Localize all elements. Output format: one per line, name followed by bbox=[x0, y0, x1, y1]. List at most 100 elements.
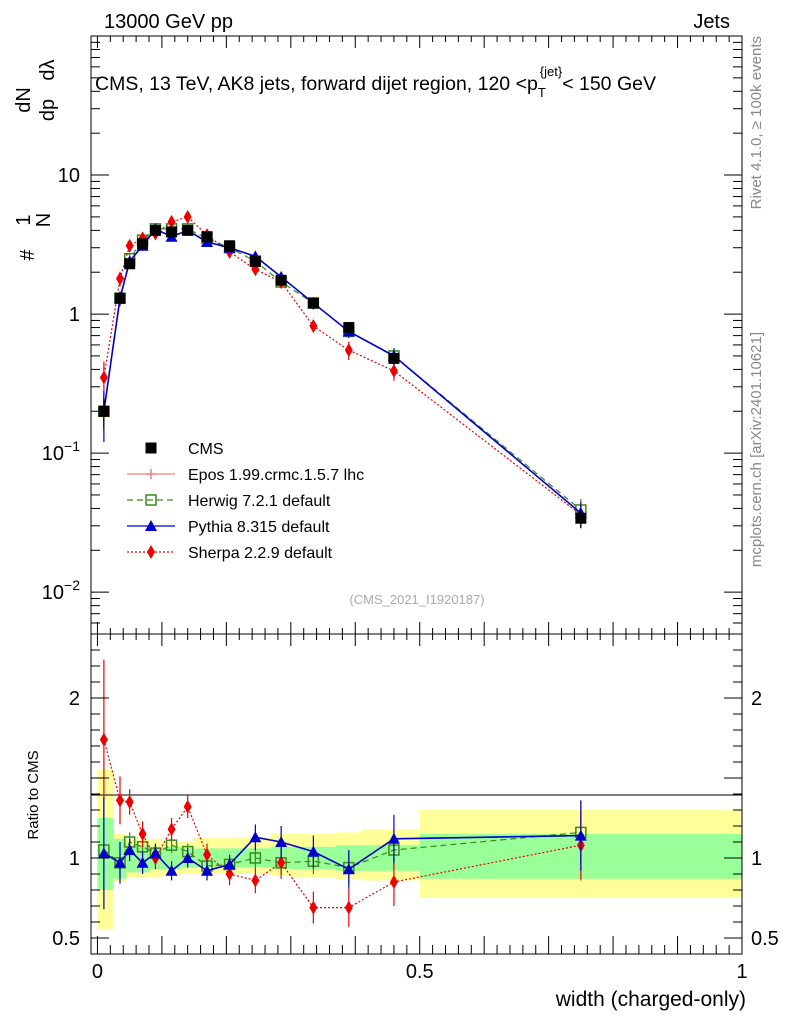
marker-square bbox=[249, 255, 261, 267]
marker-triangle bbox=[123, 844, 136, 855]
marker-diamond bbox=[344, 343, 353, 358]
ratio-y-tick-label: 2 bbox=[69, 688, 80, 710]
ratio-y-tick-label: 0.5 bbox=[52, 928, 80, 950]
marker-diamond bbox=[138, 827, 147, 841]
marker-square bbox=[224, 240, 236, 252]
title-post: < 150 GeV bbox=[562, 73, 656, 95]
legend-label: CMS bbox=[188, 441, 224, 458]
main-series-layer bbox=[97, 209, 587, 529]
marker-diamond bbox=[167, 214, 176, 229]
marker-square bbox=[307, 297, 319, 309]
ratio-band-inner bbox=[126, 845, 137, 873]
ratio-tick-labels: 0.5 0.51 12 20 0.5 1 bbox=[52, 688, 779, 983]
marker-diamond bbox=[99, 370, 108, 385]
legend: CMS Epos 1.99.crmc.1.5.7 lhc Herwig 7.2.1 … bbox=[127, 441, 364, 562]
legend-item: CMS bbox=[145, 441, 224, 458]
marker-diamond bbox=[251, 873, 260, 888]
marker-square bbox=[149, 224, 161, 236]
marker-diamond bbox=[167, 822, 176, 837]
y-tick-label-base: 10 bbox=[42, 582, 64, 604]
main-ylabel-text: #1NdN dpdλ bbox=[13, 59, 59, 260]
marker-triangle bbox=[136, 856, 149, 868]
marker-square bbox=[201, 231, 213, 243]
marker-square bbox=[275, 274, 287, 286]
legend-label: Pythia 8.315 default bbox=[188, 519, 330, 536]
legend-item: Sherpa 2.2.9 default bbox=[127, 545, 333, 562]
ratio-axis-ticks bbox=[91, 633, 743, 955]
marker-diamond bbox=[389, 875, 398, 889]
y-tick-label-exp: −2 bbox=[64, 577, 80, 593]
title-sup: {jet} bbox=[540, 64, 563, 79]
marker-triangle bbox=[249, 831, 262, 843]
marker-diamond bbox=[344, 900, 353, 915]
side-text-mcplots: mcplots.cern.ch [arXiv:2401.10621] bbox=[748, 332, 765, 567]
marker-diamond bbox=[183, 209, 192, 224]
marker-square bbox=[182, 224, 194, 236]
marker-diamond bbox=[116, 271, 125, 286]
ratio-xlabel: width (charged-only) bbox=[555, 988, 746, 1011]
ratio-y-tick-label-right: 2 bbox=[751, 688, 762, 710]
marker-diamond bbox=[125, 795, 134, 809]
marker-diamond bbox=[99, 732, 108, 747]
main-ylabel-bound: 1/N dN/dp_T dλ bbox=[59, 118, 73, 202]
marker-triangle bbox=[342, 863, 355, 875]
marker-triangle bbox=[387, 832, 400, 844]
main-plot-title: CMS, 13 TeV, AK8 jets, forward dijet reg… bbox=[95, 64, 656, 100]
marker-square bbox=[98, 405, 110, 417]
ratio-series-layer bbox=[97, 659, 587, 927]
ratio-bands bbox=[97, 770, 742, 930]
series-cms bbox=[98, 224, 587, 529]
marker-triangle bbox=[97, 847, 110, 859]
main-axis-ticks bbox=[91, 35, 743, 635]
marker-diamond bbox=[389, 363, 398, 378]
ratio-band-inner bbox=[361, 845, 420, 871]
marker-triangle bbox=[181, 852, 194, 863]
legend-item: Epos 1.99.crmc.1.5.7 lhc bbox=[127, 467, 364, 484]
marker-triangle bbox=[275, 836, 288, 847]
title-sub: T bbox=[538, 85, 546, 100]
ratio-band-inner bbox=[161, 846, 182, 870]
legend-item: Herwig 7.2.1 default bbox=[127, 493, 331, 510]
marker-diamond bbox=[309, 319, 318, 334]
watermark: (CMS_2021_I1920187) bbox=[349, 592, 484, 607]
marker-diamond bbox=[203, 847, 212, 862]
marker-square bbox=[343, 322, 355, 334]
series-line bbox=[103, 216, 582, 516]
ratio-x-tick-label: 1 bbox=[736, 961, 747, 983]
ratio-x-tick-label: 0 bbox=[92, 961, 103, 983]
marker-triangle bbox=[114, 856, 127, 868]
marker-diamond bbox=[125, 238, 134, 253]
main-ylabel: #1NdN dpdλ 1/N dN/dp_T dλ bbox=[13, 59, 73, 260]
marker-diamond bbox=[147, 545, 155, 559]
ratio-frame bbox=[90, 633, 743, 955]
ratio-line bbox=[103, 739, 581, 909]
marker-diamond bbox=[116, 793, 125, 808]
marker-triangle bbox=[145, 520, 157, 531]
marker-diamond bbox=[183, 799, 192, 814]
marker-square bbox=[145, 442, 157, 454]
ratio-ylabel: Ratio to CMS bbox=[25, 750, 42, 839]
side-text-rivet: Rivet 4.1.0, ≥ 100k events bbox=[748, 36, 765, 209]
header-left: 13000 GeV pp bbox=[104, 11, 233, 33]
ratio-panel: 0.5 0.51 12 20 0.5 1 Ratio to CMS width (char… bbox=[25, 633, 779, 1011]
legend-item: Pythia 8.315 default bbox=[127, 519, 330, 536]
legend-label: Herwig 7.2.1 default bbox=[188, 493, 331, 510]
ratio-series-pythia bbox=[97, 797, 587, 910]
y-tick-label-base: 10 bbox=[42, 443, 64, 465]
y-tick-label: 10−1 bbox=[42, 438, 80, 465]
marker-triangle bbox=[201, 864, 214, 876]
marker-square bbox=[575, 512, 587, 524]
y-tick-label: 10−2 bbox=[42, 577, 80, 604]
marker-triangle bbox=[574, 829, 587, 841]
ratio-y-tick-label: 1 bbox=[69, 848, 80, 870]
marker-square bbox=[114, 292, 126, 304]
marker-diamond bbox=[277, 855, 286, 870]
marker-triangle bbox=[223, 858, 236, 870]
marker-open-square bbox=[249, 852, 262, 864]
header-right: Jets bbox=[693, 11, 730, 33]
y-tick-label-exp: −1 bbox=[64, 438, 80, 454]
ratio-y-tick-label-right: 1 bbox=[751, 848, 762, 870]
